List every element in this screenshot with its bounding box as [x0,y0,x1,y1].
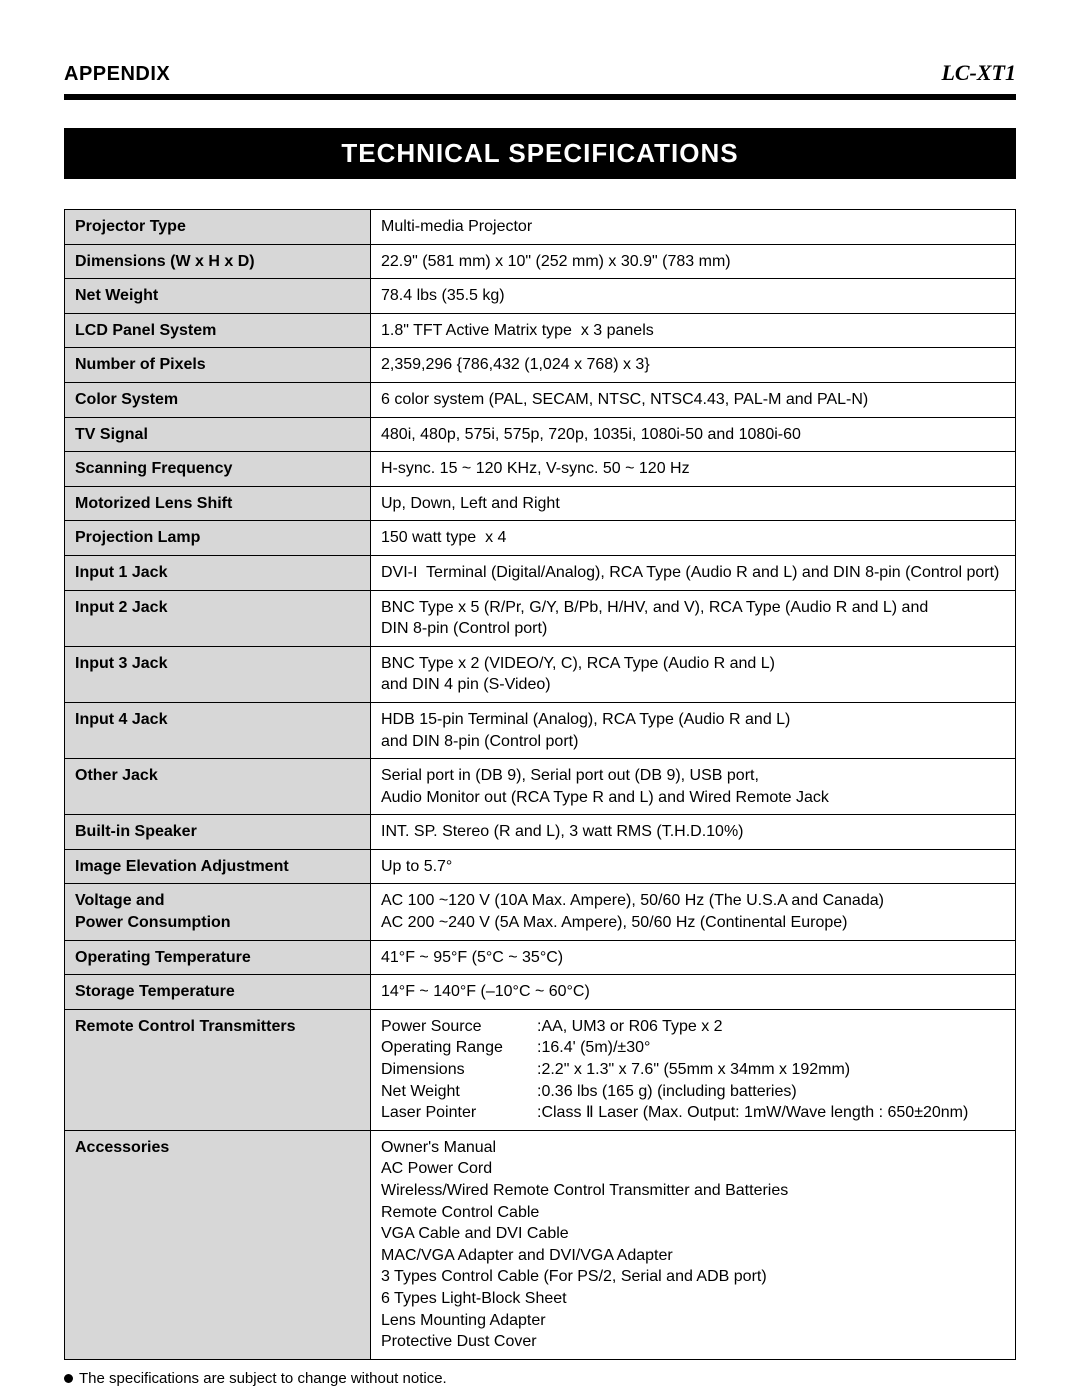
table-row: TV Signal480i, 480p, 575i, 575p, 720p, 1… [65,417,1016,452]
table-row: Other JackSerial port in (DB 9), Serial … [65,759,1016,815]
header-rule [64,94,1016,100]
table-row: Storage Temperature14°F ~ 140°F (–10°C ~… [65,975,1016,1010]
spec-label: Number of Pixels [65,348,371,383]
sub-spec-value: :0.36 lbs (165 g) (including batteries) [537,1081,1005,1103]
spec-value: Serial port in (DB 9), Serial port out (… [371,759,1016,815]
spec-table: Projector TypeMulti-media ProjectorDimen… [64,209,1016,1360]
spec-value: 1.8" TFT Active Matrix type x 3 panels [371,313,1016,348]
spec-label: Dimensions (W x H x D) [65,244,371,279]
footnote-text: The specifications are subject to change… [79,1370,447,1387]
spec-value: 480i, 480p, 575i, 575p, 720p, 1035i, 108… [371,417,1016,452]
table-row: Number of Pixels2,359,296 {786,432 (1,02… [65,348,1016,383]
appendix-label: APPENDIX [64,63,170,86]
section-title: TECHNICAL SPECIFICATIONS [64,128,1016,179]
spec-label: Other Jack [65,759,371,815]
table-row: Motorized Lens ShiftUp, Down, Left and R… [65,486,1016,521]
table-row: AccessoriesOwner's Manual AC Power Cord … [65,1130,1016,1359]
spec-value: Multi-media Projector [371,210,1016,245]
page-header: APPENDIX LC-XT1 [64,60,1016,86]
spec-label: TV Signal [65,417,371,452]
table-row: Projector TypeMulti-media Projector [65,210,1016,245]
table-row: Input 2 JackBNC Type x 5 (R/Pr, G/Y, B/P… [65,590,1016,646]
table-row: Color System6 color system (PAL, SECAM, … [65,382,1016,417]
spec-value: HDB 15-pin Terminal (Analog), RCA Type (… [371,702,1016,758]
table-row: Input 1 JackDVI-I Terminal (Digital/Anal… [65,555,1016,590]
table-row: Voltage and Power ConsumptionAC 100 ~120… [65,884,1016,940]
table-row: Net Weight78.4 lbs (35.5 kg) [65,279,1016,314]
spec-label: Operating Temperature [65,940,371,975]
spec-label: Storage Temperature [65,975,371,1010]
spec-label: Input 2 Jack [65,590,371,646]
spec-value: AC 100 ~120 V (10A Max. Ampere), 50/60 H… [371,884,1016,940]
table-row: Remote Control Transmitters Power Source:… [65,1009,1016,1130]
table-row: Image Elevation AdjustmentUp to 5.7° [65,849,1016,884]
sub-spec-key: Operating Range [381,1037,531,1059]
spec-value: 2,359,296 {786,432 (1,024 x 768) x 3} [371,348,1016,383]
spec-value: BNC Type x 2 (VIDEO/Y, C), RCA Type (Aud… [371,646,1016,702]
sub-spec-key: Dimensions [381,1059,531,1081]
table-row: Input 3 JackBNC Type x 2 (VIDEO/Y, C), R… [65,646,1016,702]
sub-spec-value: :2.2" x 1.3" x 7.6" (55mm x 34mm x 192mm… [537,1059,1005,1081]
spec-label: Projector Type [65,210,371,245]
spec-label: Input 3 Jack [65,646,371,702]
spec-value: 78.4 lbs (35.5 kg) [371,279,1016,314]
sub-spec-key: Laser Pointer [381,1102,531,1124]
spec-label: Accessories [65,1130,371,1359]
table-row: Input 4 JackHDB 15-pin Terminal (Analog)… [65,702,1016,758]
spec-label: Voltage and Power Consumption [65,884,371,940]
spec-value: 14°F ~ 140°F (–10°C ~ 60°C) [371,975,1016,1010]
bullet-icon [64,1374,73,1383]
table-row: LCD Panel System1.8" TFT Active Matrix t… [65,313,1016,348]
spec-value: 22.9" (581 mm) x 10" (252 mm) x 30.9" (7… [371,244,1016,279]
spec-value: INT. SP. Stereo (R and L), 3 watt RMS (T… [371,815,1016,850]
sub-spec-grid: Power Source :AA, UM3 or R06 Type x 2 Oper… [381,1016,1005,1124]
spec-value: 41°F ~ 95°F (5°C ~ 35°C) [371,940,1016,975]
spec-label: LCD Panel System [65,313,371,348]
page: APPENDIX LC-XT1 TECHNICAL SPECIFICATIONS… [0,0,1080,1397]
table-row: Built-in SpeakerINT. SP. Stereo (R and L… [65,815,1016,850]
table-row: Operating Temperature41°F ~ 95°F (5°C ~ … [65,940,1016,975]
footnote: The specifications are subject to change… [64,1370,1016,1387]
sub-spec-key: Net Weight [381,1081,531,1103]
spec-label: Image Elevation Adjustment [65,849,371,884]
sub-spec-key: Power Source [381,1016,531,1038]
spec-value: 150 watt type x 4 [371,521,1016,556]
table-row: Scanning FrequencyH-sync. 15 ~ 120 KHz, … [65,452,1016,487]
spec-value: Up to 5.7° [371,849,1016,884]
sub-spec-value: :Class Ⅱ Laser (Max. Output: 1mW/Wave le… [537,1102,1005,1124]
sub-spec-value: :16.4' (5m)/±30° [537,1037,1005,1059]
spec-label: Net Weight [65,279,371,314]
spec-value: Owner's Manual AC Power Cord Wireless/Wi… [371,1130,1016,1359]
spec-label: Input 4 Jack [65,702,371,758]
spec-value: 6 color system (PAL, SECAM, NTSC, NTSC4.… [371,382,1016,417]
spec-value: H-sync. 15 ~ 120 KHz, V-sync. 50 ~ 120 H… [371,452,1016,487]
spec-label: Color System [65,382,371,417]
model-label: LC-XT1 [941,60,1016,86]
table-row: Projection Lamp150 watt type x 4 [65,521,1016,556]
spec-label: Projection Lamp [65,521,371,556]
sub-spec-value: :AA, UM3 or R06 Type x 2 [537,1016,1005,1038]
spec-label: Input 1 Jack [65,555,371,590]
spec-value: DVI-I Terminal (Digital/Analog), RCA Typ… [371,555,1016,590]
table-row: Dimensions (W x H x D)22.9" (581 mm) x 1… [65,244,1016,279]
spec-label: Built-in Speaker [65,815,371,850]
spec-label: Motorized Lens Shift [65,486,371,521]
spec-label: Remote Control Transmitters [65,1009,371,1130]
spec-value: BNC Type x 5 (R/Pr, G/Y, B/Pb, H/HV, and… [371,590,1016,646]
spec-value: Up, Down, Left and Right [371,486,1016,521]
spec-label: Scanning Frequency [65,452,371,487]
spec-value: Power Source :AA, UM3 or R06 Type x 2 Oper… [371,1009,1016,1130]
